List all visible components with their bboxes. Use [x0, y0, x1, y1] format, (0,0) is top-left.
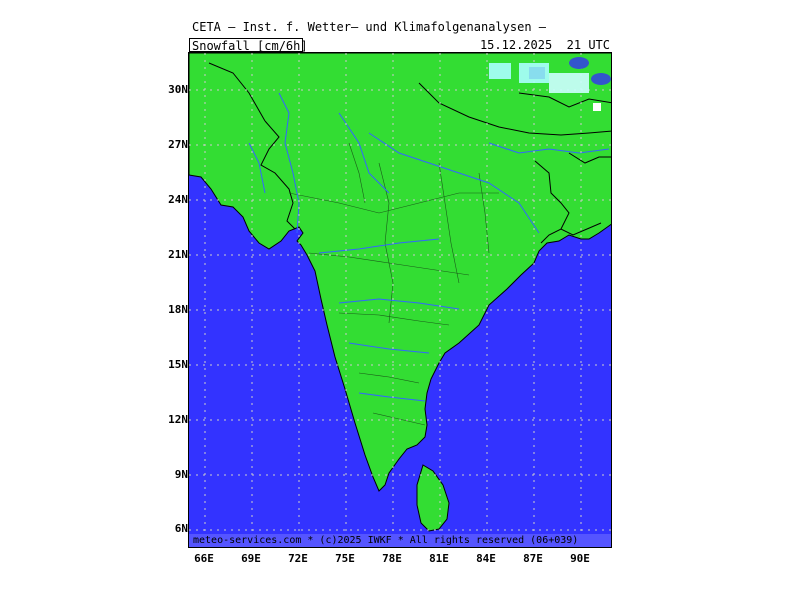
map-area: [188, 52, 612, 548]
lat-label-30n: 30N: [168, 83, 188, 96]
copyright-footer: meteo-services.com * (c)2025 IWKF * All …: [189, 534, 611, 547]
lon-label-84e: 84E: [476, 552, 496, 565]
lat-label-21n: 21N: [168, 248, 188, 261]
state-borders: [288, 142, 499, 426]
variable-label: Snowfall [cm/6h]: [189, 38, 308, 53]
lon-label-72e: 72E: [288, 552, 308, 565]
map-title: CETA — Inst. f. Wetter— und Klimafolgena…: [192, 20, 547, 34]
lon-label-75e: 75E: [335, 552, 355, 565]
land-mass: [189, 53, 611, 492]
lon-label-78e: 78E: [382, 552, 402, 565]
lat-label-9n: 9N: [174, 468, 188, 481]
lon-label-87e: 87E: [523, 552, 543, 565]
lat-label-24n: 24N: [168, 193, 188, 206]
lon-label-66e: 66E: [194, 552, 214, 565]
lat-label-12n: 12N: [168, 413, 188, 426]
snowfall-patches: [489, 57, 611, 111]
borders: [208, 62, 611, 230]
valid-time: 15.12.2025 21 UTC: [479, 38, 610, 52]
lon-label-90e: 90E: [570, 552, 590, 565]
lat-label-18n: 18N: [168, 303, 188, 316]
lat-label-6n: 6N: [174, 522, 188, 535]
lon-label-69e: 69E: [241, 552, 261, 565]
grid: [189, 53, 611, 547]
lon-label-81e: 81E: [429, 552, 449, 565]
bangladesh-coast: [540, 222, 602, 244]
map-canvas: [189, 53, 611, 547]
lat-label-15n: 15N: [168, 358, 188, 371]
lat-label-27n: 27N: [168, 138, 188, 151]
